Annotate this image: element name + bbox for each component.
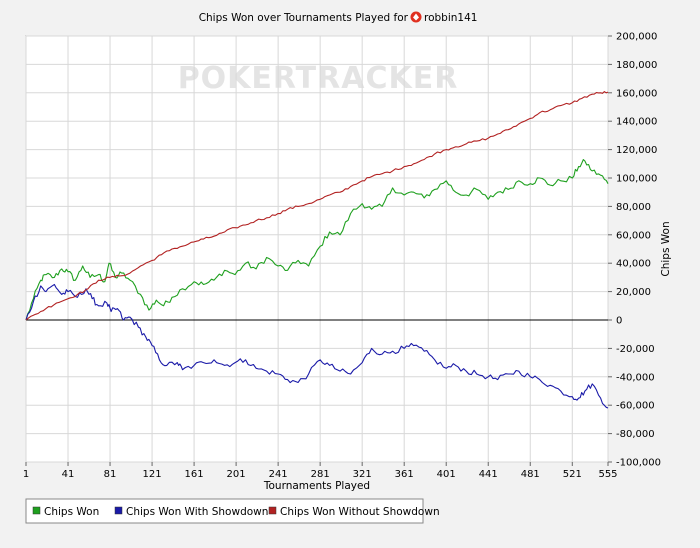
- x-tick-label: 41: [62, 469, 75, 480]
- y-tick-label: -100,000: [616, 458, 661, 469]
- series-lines: [25, 91, 609, 409]
- y-tick-label: 140,000: [616, 117, 657, 128]
- x-tick-label: 281: [311, 469, 330, 480]
- y-tick-label: -60,000: [616, 401, 655, 412]
- y-tick-label: 180,000: [616, 60, 657, 71]
- x-tick-label: 401: [437, 469, 456, 480]
- series-line-chips-won-without-showdown: [25, 91, 609, 321]
- x-tick-label: 521: [563, 469, 582, 480]
- chart-title-group: Chips Won over Tournaments Played for ro…: [199, 11, 477, 24]
- y-tick-label: 100,000: [616, 174, 657, 185]
- y-tick-label: 40,000: [616, 259, 651, 270]
- y-tick-label: -80,000: [616, 429, 655, 440]
- x-tick-label: 361: [395, 469, 414, 480]
- x-tick-label: 161: [185, 469, 204, 480]
- x-tick-label: 81: [104, 469, 117, 480]
- legend-label-with-showdown: Chips Won With Showdown: [126, 506, 268, 518]
- legend-label-chips-won: Chips Won: [44, 506, 99, 518]
- x-axis-ticks: 1 41 81 121 161 201 241 281 321 361 401 441 481 521 55…: [23, 462, 618, 480]
- x-tick-label: 321: [353, 469, 372, 480]
- y-tick-label: 60,000: [616, 230, 651, 241]
- pokertracker-watermark: POKERTRACKER: [178, 61, 459, 96]
- x-tick-label: 1: [23, 469, 29, 480]
- legend-label-without-showdown: Chips Won Without Showdown: [280, 506, 440, 518]
- legend: Chips Won Chips Won With Showdown Chips …: [25, 498, 440, 524]
- y-tick-label: -40,000: [616, 372, 655, 383]
- legend-swatch-without-showdown: [268, 506, 277, 515]
- y-tick-label: 120,000: [616, 145, 657, 156]
- y-tick-label: -20,000: [616, 344, 655, 355]
- y-axis-ticks: -100,000 -80,000 -60,000 -40,000 -20,000 0 20,…: [608, 32, 661, 469]
- series-line-chips-won-with-showdown: [25, 283, 609, 409]
- x-tick-label: 555: [598, 469, 617, 480]
- x-axis-label: Tournaments Played: [263, 480, 370, 492]
- legend-item-with-showdown[interactable]: Chips Won With Showdown: [114, 506, 268, 518]
- x-tick-label: 481: [521, 469, 540, 480]
- legend-swatch-with-showdown: [114, 506, 123, 515]
- x-tick-label: 201: [227, 469, 246, 480]
- legend-box: [25, 498, 424, 524]
- x-tick-label: 121: [143, 469, 162, 480]
- x-tick-label: 241: [269, 469, 288, 480]
- legend-swatch-chips-won: [32, 506, 41, 515]
- legend-item-chips-won[interactable]: Chips Won: [32, 506, 99, 518]
- legend-item-without-showdown[interactable]: Chips Won Without Showdown: [268, 506, 440, 518]
- y-tick-label: 0: [616, 316, 622, 327]
- y-tick-label: 80,000: [616, 202, 651, 213]
- grid-lines: [25, 35, 609, 463]
- chart-title: Chips Won over Tournaments Played for: [199, 12, 409, 24]
- player-name: robbin141: [424, 12, 477, 24]
- x-tick-label: 441: [479, 469, 498, 480]
- y-tick-label: 160,000: [616, 88, 657, 99]
- poker-chip-icon: [410, 11, 422, 23]
- y-axis-label: Chips Won: [660, 221, 672, 276]
- plot-area: [25, 35, 609, 463]
- y-tick-label: 20,000: [616, 287, 651, 298]
- y-tick-label: 200,000: [616, 32, 657, 43]
